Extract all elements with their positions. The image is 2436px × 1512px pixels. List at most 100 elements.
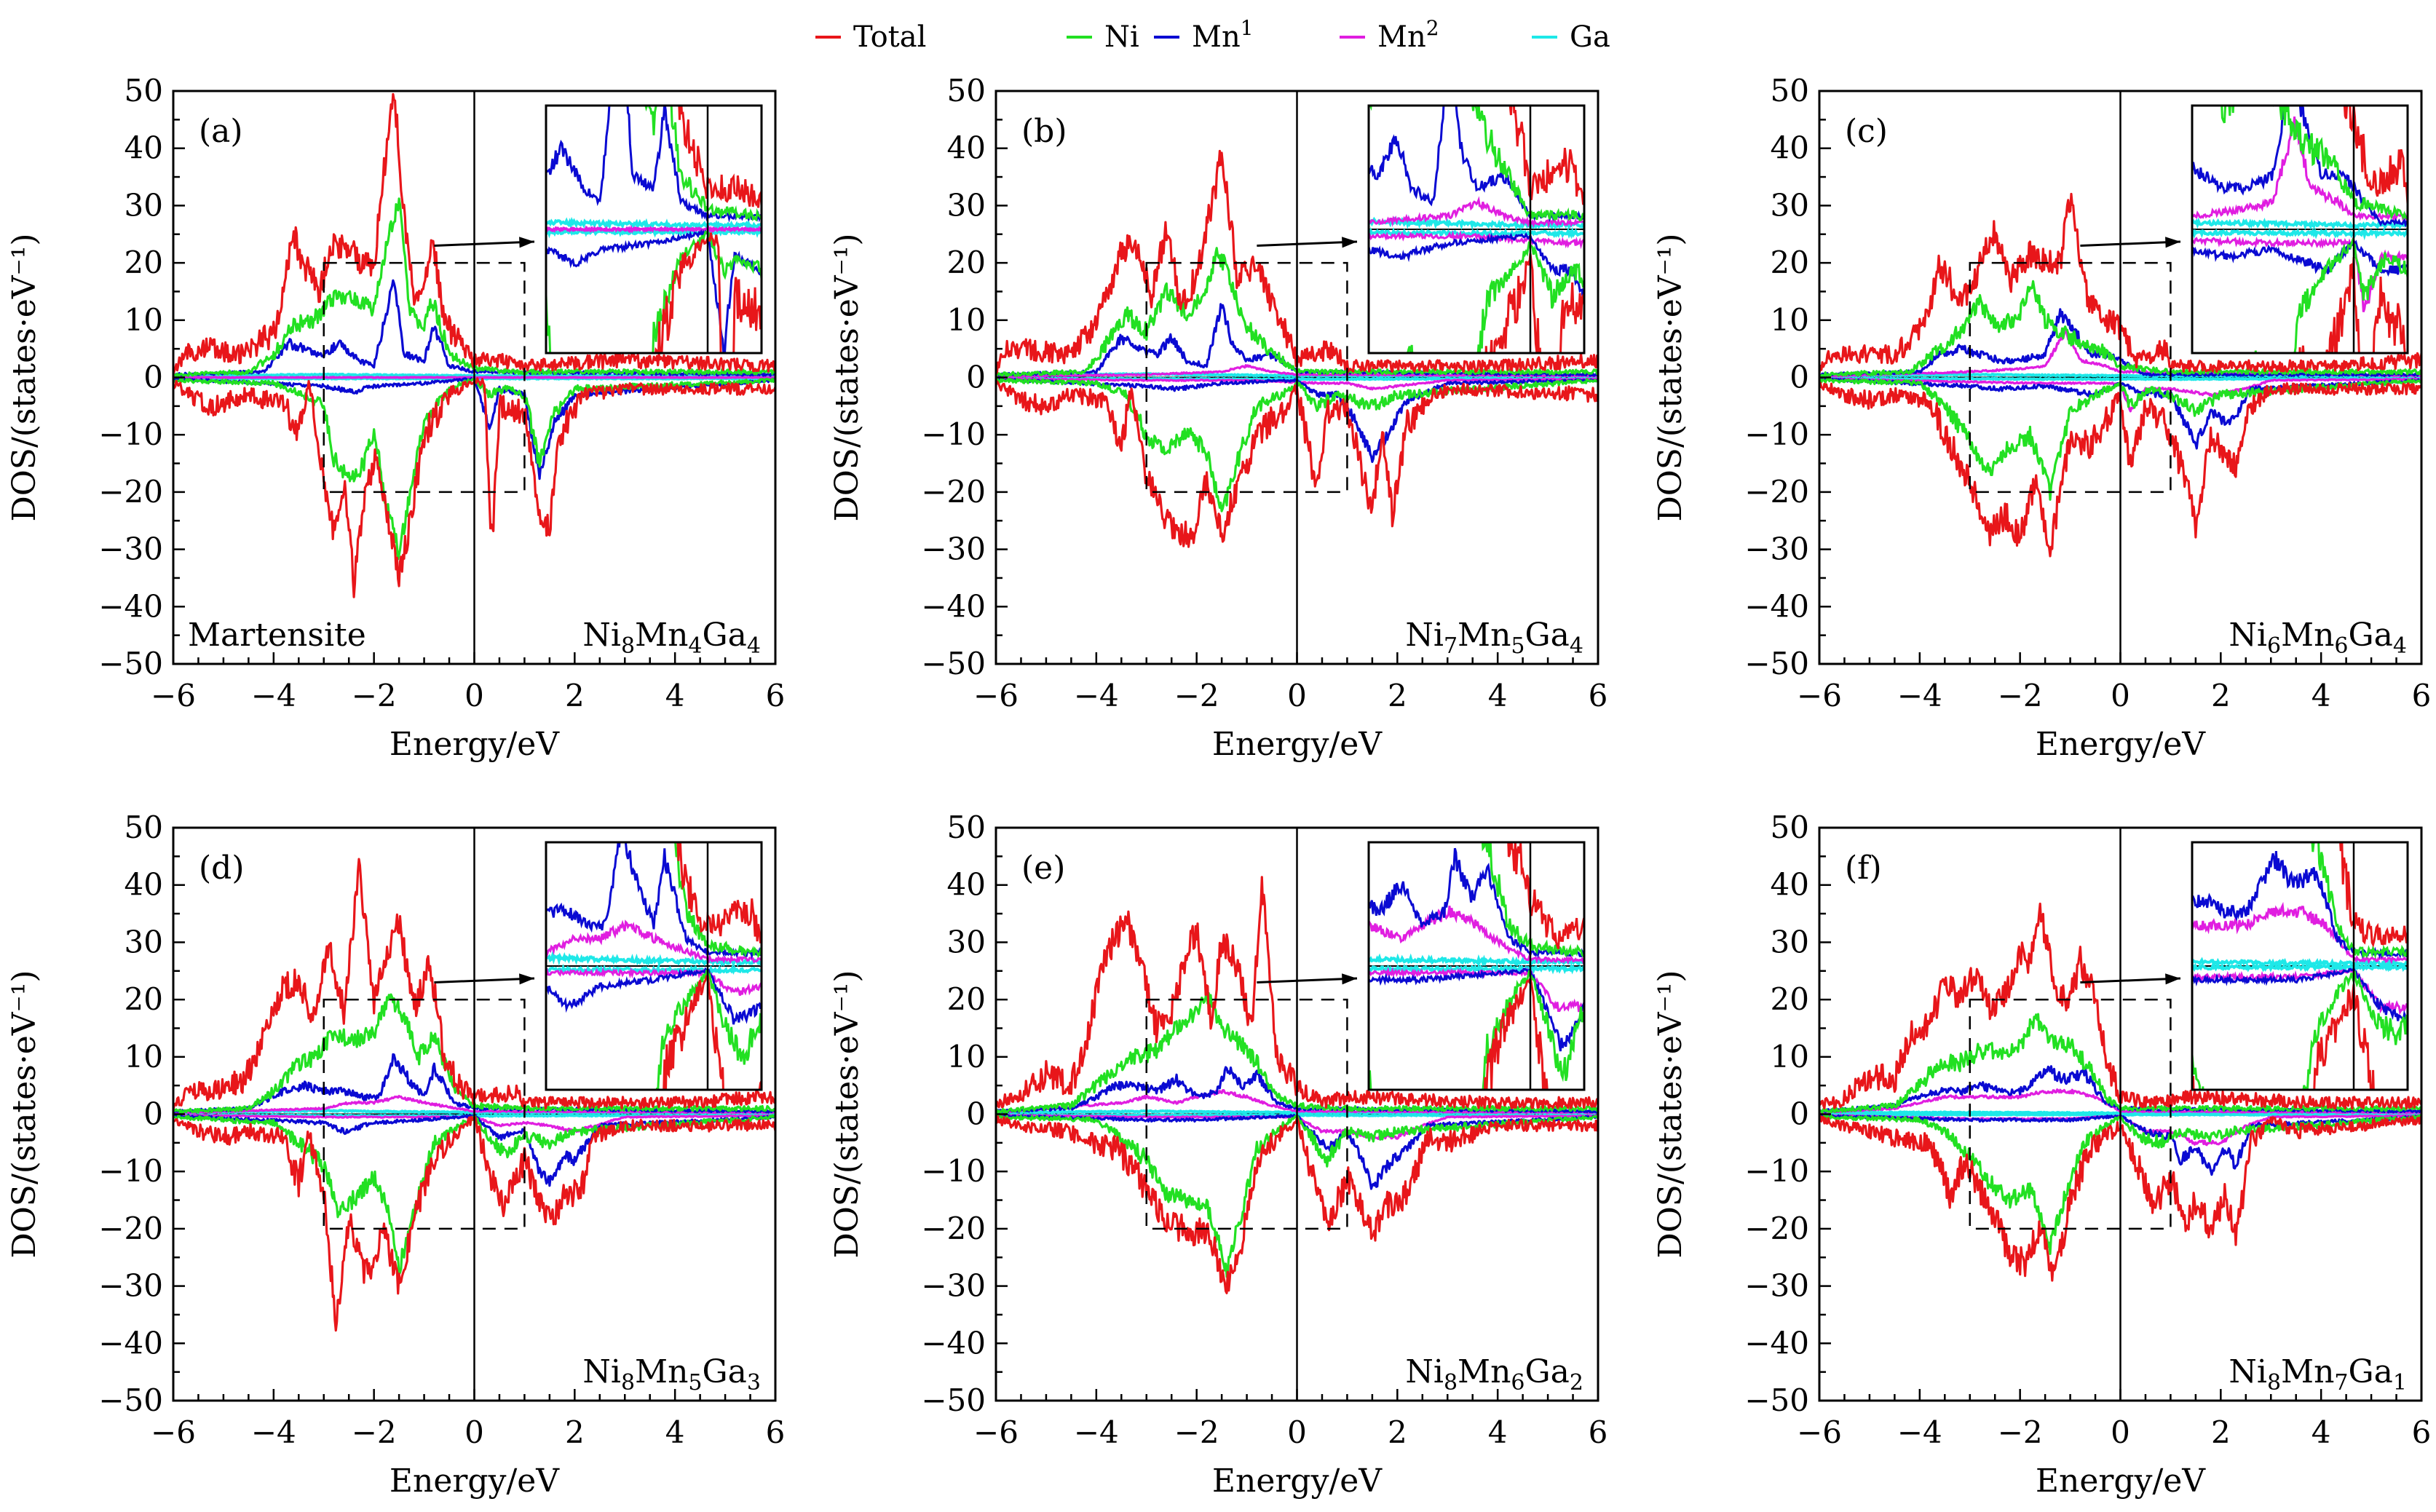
inset-frame xyxy=(545,104,763,355)
y-tick-label: −40 xyxy=(98,588,163,624)
inset-zoom xyxy=(1367,841,1586,1091)
arrow-head-icon xyxy=(519,237,534,248)
panel-label: (d) xyxy=(199,850,245,887)
inset-series-total-down xyxy=(2192,983,2375,1090)
inset-series-mn1-up xyxy=(546,106,762,223)
compound-label: Ni6Mn6Ga4 xyxy=(2229,617,2407,659)
panel-label: (a) xyxy=(199,113,243,150)
zoom-region-box xyxy=(1145,261,1348,494)
x-tick-label: −4 xyxy=(251,678,296,713)
y-tick-label: 30 xyxy=(124,924,163,959)
inset-series-mn1-down xyxy=(2192,967,2408,1028)
y-axis-label: DOS/(states·eV⁻¹) xyxy=(6,233,43,521)
y-tick-label: 40 xyxy=(124,867,163,903)
zoom-arrow xyxy=(434,977,535,983)
y-tick-label: −50 xyxy=(921,1382,986,1418)
y-tick-label: −10 xyxy=(1744,416,1809,452)
panel-label: (c) xyxy=(1845,113,1888,150)
zoom-region-box xyxy=(1145,998,1348,1230)
panel-b: −6 −4 −2 0 2 4 650403020100−10−20−30−40−50Ener… xyxy=(829,73,1608,763)
panel-e: −6 −4 −2 0 2 4 650403020100−10−20−30−40−50Ener… xyxy=(829,810,1607,1500)
x-tick-label: −6 xyxy=(973,1414,1019,1450)
inset-series-total-up xyxy=(676,842,762,944)
x-tick-label: −2 xyxy=(352,678,397,713)
inset-series-mn1-down xyxy=(546,229,762,353)
x-tick-label: 6 xyxy=(766,1414,786,1450)
x-tick-label: 6 xyxy=(766,678,786,713)
zoom-arrow xyxy=(1257,977,1358,983)
y-tick-label: 0 xyxy=(143,1096,163,1132)
inset-series-ni-up xyxy=(2311,842,2408,959)
y-tick-label: −20 xyxy=(921,1211,986,1246)
y-tick-label: −20 xyxy=(1744,1211,1809,1246)
inset-series-mn1-down xyxy=(1369,232,1584,314)
y-tick-label: −20 xyxy=(1744,474,1809,510)
y-tick-label: 0 xyxy=(966,1096,986,1132)
x-tick-label: 2 xyxy=(2211,678,2231,713)
y-tick-label: −20 xyxy=(98,474,163,510)
inset-series-mn1-down xyxy=(546,967,762,1025)
y-tick-label: 0 xyxy=(966,360,986,395)
y-tick-label: 40 xyxy=(947,867,986,903)
inset-frame xyxy=(1367,104,1586,355)
y-tick-label: 20 xyxy=(947,245,986,280)
x-tick-label: 0 xyxy=(1287,678,1307,713)
x-tick-label: −2 xyxy=(1998,1414,2043,1450)
inset-frame xyxy=(1367,841,1586,1091)
x-tick-label: 0 xyxy=(1287,1414,1307,1450)
arrow-head-icon xyxy=(2165,237,2180,248)
y-tick-label: 20 xyxy=(1771,245,1809,280)
inset-series-mn2-up xyxy=(546,919,762,965)
inset-series-total-up xyxy=(1507,842,1584,949)
zoom-arrow xyxy=(2080,240,2181,247)
inset-series-mn1-up xyxy=(2192,106,2408,229)
panel-label: (e) xyxy=(1021,850,1065,887)
y-tick-label: 30 xyxy=(947,187,986,223)
x-tick-label: 6 xyxy=(2412,678,2432,713)
inset-series-mn1-up xyxy=(546,842,762,959)
x-tick-label: 4 xyxy=(2312,678,2331,713)
x-tick-label: 6 xyxy=(1589,678,1608,713)
legend-label: Mn2 xyxy=(1377,16,1439,54)
compound-label: Ni8Mn4Ga4 xyxy=(582,617,761,659)
y-tick-label: −40 xyxy=(1744,588,1809,624)
x-axis-label: Energy/eV xyxy=(1212,1462,1383,1500)
panel-c: −6 −4 −2 0 2 4 650403020100−10−20−30−40−50Ener… xyxy=(1652,73,2432,763)
legend-item-mn1: Mn1 xyxy=(1154,16,1254,54)
arrow-head-icon xyxy=(1342,973,1357,985)
x-axis-label: Energy/eV xyxy=(2036,1462,2206,1500)
panels: −6 −4 −2 0 2 4 650403020100−10−20−30−40−50Ener… xyxy=(6,73,2432,1500)
x-tick-label: 0 xyxy=(2111,1414,2130,1450)
panel-label: (b) xyxy=(1021,113,1067,150)
x-tick-label: −4 xyxy=(1074,678,1119,713)
inset-zoom xyxy=(2191,104,2409,355)
inset-series-ni-down xyxy=(546,970,762,1090)
y-tick-label: 50 xyxy=(124,810,163,845)
inset-zoom xyxy=(545,841,763,1091)
inset-series-mn1-down xyxy=(1369,967,1584,1052)
x-tick-label: 4 xyxy=(1488,1414,1508,1450)
inset-frame xyxy=(545,841,763,1091)
y-tick-label: −50 xyxy=(1744,1382,1809,1418)
panel-f: −6 −4 −2 0 2 4 650403020100−10−20−30−40−50Ener… xyxy=(1652,810,2431,1500)
y-tick-label: 10 xyxy=(947,302,986,338)
y-tick-label: −50 xyxy=(921,646,986,681)
inset-series-ga-down xyxy=(546,963,762,976)
inset-series-mn1-down xyxy=(2192,237,2408,277)
x-tick-label: −2 xyxy=(1174,1414,1219,1450)
compound-label: Ni8Mn5Ga3 xyxy=(582,1353,761,1396)
panel-d: −6 −4 −2 0 2 4 650403020100−10−20−30−40−50Ener… xyxy=(6,810,786,1500)
y-tick-label: −30 xyxy=(921,1268,986,1304)
y-tick-label: 50 xyxy=(947,73,986,108)
y-tick-label: 40 xyxy=(124,130,163,166)
y-tick-label: −20 xyxy=(98,1211,163,1246)
inset-series-mn2-up xyxy=(1369,906,1584,965)
x-tick-label: −6 xyxy=(973,678,1019,713)
legend: Total Ni Mn1 Mn2 Ga xyxy=(815,16,1610,54)
y-tick-label: 10 xyxy=(1771,302,1809,338)
y-tick-label: −40 xyxy=(921,1325,986,1361)
legend-label: Ga xyxy=(1570,20,1610,54)
y-tick-label: 40 xyxy=(1771,867,1809,903)
x-tick-label: −2 xyxy=(352,1414,397,1450)
